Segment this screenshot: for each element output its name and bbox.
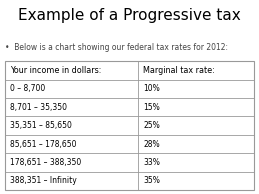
Text: Example of a Progressive tax: Example of a Progressive tax (18, 8, 241, 23)
Text: 35,351 – 85,650: 35,351 – 85,650 (10, 121, 72, 130)
Text: 178,651 – 388,350: 178,651 – 388,350 (10, 158, 82, 167)
Text: 35%: 35% (143, 176, 160, 185)
Text: 8,701 – 35,350: 8,701 – 35,350 (10, 103, 67, 112)
Text: 25%: 25% (143, 121, 160, 130)
Text: 0 – 8,700: 0 – 8,700 (10, 84, 46, 93)
Text: 388,351 – Infinity: 388,351 – Infinity (10, 176, 77, 185)
Text: 28%: 28% (143, 139, 160, 149)
Text: •  Below is a chart showing our federal tax rates for 2012:: • Below is a chart showing our federal t… (5, 43, 228, 52)
Text: Your income in dollars:: Your income in dollars: (10, 66, 102, 75)
Text: 15%: 15% (143, 103, 160, 112)
Bar (5, 61, 254, 190)
Text: 33%: 33% (143, 158, 160, 167)
Text: 10%: 10% (143, 84, 160, 93)
Text: Marginal tax rate:: Marginal tax rate: (143, 66, 215, 75)
Text: 85,651 – 178,650: 85,651 – 178,650 (10, 139, 77, 149)
